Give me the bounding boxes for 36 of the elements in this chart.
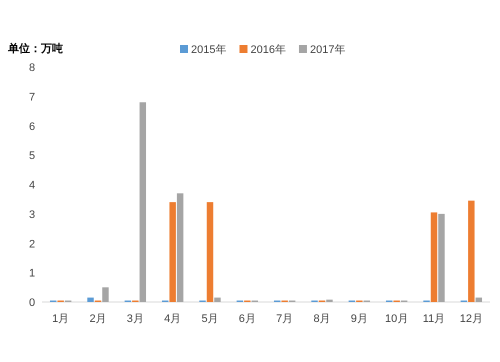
y-tick-label: 1 [28,268,36,280]
x-tick-label: 10月 [385,313,408,325]
y-tick-label: 4 [28,180,36,192]
x-tick-label: 9月 [350,313,368,325]
x-tick-label: 3月 [126,313,144,325]
legend-label: 2016年 [250,44,286,56]
y-tick-label: 3 [28,208,36,221]
bar [468,200,475,302]
legend-label: 2015年 [191,44,226,56]
x-tick-label: 5月 [201,313,219,325]
y-tick-label: 2 [28,238,36,250]
y-tick-label: 7 [28,91,36,104]
bar [87,298,94,302]
bar [169,202,176,302]
y-axis-title: 单位：万吨 [7,42,63,55]
y-tick-label: 5 [28,150,36,162]
y-tick-label: 0 [28,297,36,309]
bar [206,202,214,302]
x-tick-label: 1月 [52,313,70,325]
x-tick-label: 4月 [164,313,182,325]
bar [438,214,445,302]
x-tick-label: 8月 [313,313,331,325]
y-tick-label: 6 [28,120,36,133]
x-tick-label: 7月 [276,313,294,325]
bar [102,287,109,302]
bar [214,298,221,302]
x-tick-label: 11月 [422,313,446,325]
bar [176,193,184,302]
bar [476,298,482,302]
y-tick-label: 8 [28,62,36,74]
legend-label: 2017年 [310,44,346,56]
bar [430,212,438,302]
x-tick-label: 2月 [89,313,107,325]
x-tick-label: 12月 [460,313,483,325]
bar [140,102,146,302]
x-tick-label: 6月 [238,313,256,325]
